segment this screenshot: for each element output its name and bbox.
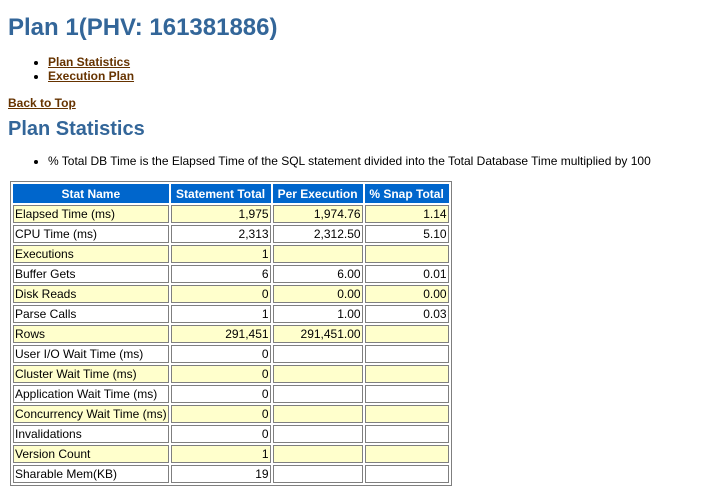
statement-total-cell: 1	[170, 445, 271, 463]
table-row: Executions 1	[13, 245, 449, 263]
stat-name-cell: Parse Calls	[13, 305, 169, 323]
statement-total-cell: 2,313	[170, 225, 271, 243]
per-execution-cell	[272, 445, 363, 463]
table-row: Elapsed Time (ms) 1,975 1,974.76 1.14	[13, 205, 449, 223]
stat-name-cell: Application Wait Time (ms)	[13, 385, 169, 403]
section-title: Plan Statistics	[8, 118, 145, 140]
column-header-stat-name: Stat Name	[13, 184, 169, 203]
per-execution-cell	[272, 465, 363, 483]
stat-name-cell: CPU Time (ms)	[13, 225, 169, 243]
per-execution-cell: 6.00	[272, 265, 363, 283]
stat-name-cell: Elapsed Time (ms)	[13, 205, 169, 223]
snap-total-cell: 5.10	[364, 225, 449, 243]
stat-name-cell: Concurrency Wait Time (ms)	[13, 405, 169, 423]
snap-total-cell: 0.00	[364, 285, 449, 303]
note-item: % Total DB Time is the Elapsed Time of t…	[48, 154, 651, 168]
per-execution-cell: 291,451.00	[272, 325, 363, 343]
table-row: Disk Reads 0 0.00 0.00	[13, 285, 449, 303]
statement-total-cell: 0	[170, 285, 271, 303]
stat-name-cell: User I/O Wait Time (ms)	[13, 345, 169, 363]
stat-name-cell: Executions	[13, 245, 169, 263]
snap-total-cell	[364, 465, 449, 483]
table-row: CPU Time (ms) 2,313 2,312.50 5.10	[13, 225, 449, 243]
per-execution-cell	[272, 365, 363, 383]
per-execution-cell	[272, 405, 363, 423]
per-execution-cell	[272, 245, 363, 263]
per-execution-cell	[272, 425, 363, 443]
stat-name-cell: Sharable Mem(KB)	[13, 465, 169, 483]
stat-name-cell: Version Count	[13, 445, 169, 463]
stat-name-cell: Cluster Wait Time (ms)	[13, 365, 169, 383]
snap-total-cell: 0.01	[364, 265, 449, 283]
per-execution-cell: 0.00	[272, 285, 363, 303]
plan-statistics-link[interactable]: Plan Statistics	[48, 55, 131, 69]
table-row: Invalidations 0	[13, 425, 449, 443]
statement-total-cell: 1,975	[170, 205, 271, 223]
table-body: Elapsed Time (ms) 1,975 1,974.76 1.14 CPU Ti…	[13, 205, 449, 483]
stat-name-cell: Invalidations	[13, 425, 169, 443]
snap-total-cell	[364, 425, 449, 443]
statement-total-cell: 0	[170, 345, 271, 363]
column-header-snap-total: % Snap Total	[364, 184, 449, 203]
table-row: Buffer Gets 6 6.00 0.01	[13, 265, 449, 283]
snap-total-cell	[364, 325, 449, 343]
statement-total-cell: 0	[170, 385, 271, 403]
statement-total-cell: 1	[170, 305, 271, 323]
list-item: Plan Statistics	[48, 55, 134, 69]
stat-name-cell: Rows	[13, 325, 169, 343]
table-header-row: Stat Name Statement Total Per Execution …	[13, 184, 449, 203]
table-row: User I/O Wait Time (ms) 0	[13, 345, 449, 363]
statement-total-cell: 6	[170, 265, 271, 283]
back-to-top-link[interactable]: Back to Top	[8, 96, 76, 110]
per-execution-cell: 1.00	[272, 305, 363, 323]
snap-total-cell	[364, 405, 449, 423]
per-execution-cell	[272, 345, 363, 363]
snap-total-cell	[364, 365, 449, 383]
table-row: Version Count 1	[13, 445, 449, 463]
table-row: Rows 291,451 291,451.00	[13, 325, 449, 343]
statement-total-cell: 0	[170, 425, 271, 443]
list-item: Execution Plan	[48, 69, 134, 83]
plan-title: Plan 1(PHV: 161381886)	[8, 14, 278, 41]
column-header-per-execution: Per Execution	[272, 184, 363, 203]
statement-total-cell: 0	[170, 405, 271, 423]
snap-total-cell	[364, 385, 449, 403]
column-header-statement-total: Statement Total	[170, 184, 271, 203]
table-row: Concurrency Wait Time (ms) 0	[13, 405, 449, 423]
statement-total-cell: 0	[170, 365, 271, 383]
execution-plan-link[interactable]: Execution Plan	[48, 69, 135, 83]
section-links: Plan Statistics Execution Plan	[8, 55, 134, 83]
plan-statistics-table: Stat Name Statement Total Per Execution …	[10, 181, 452, 486]
table-row: Application Wait Time (ms) 0	[13, 385, 449, 403]
per-execution-cell: 2,312.50	[272, 225, 363, 243]
snap-total-cell	[364, 445, 449, 463]
snap-total-cell	[364, 245, 449, 263]
per-execution-cell: 1,974.76	[272, 205, 363, 223]
back-to-top-container: Back to Top	[8, 96, 76, 110]
statement-total-cell: 1	[170, 245, 271, 263]
statement-total-cell: 19	[170, 465, 271, 483]
stat-name-cell: Buffer Gets	[13, 265, 169, 283]
snap-total-cell	[364, 345, 449, 363]
table-row: Parse Calls 1 1.00 0.03	[13, 305, 449, 323]
table-row: Cluster Wait Time (ms) 0	[13, 365, 449, 383]
statement-total-cell: 291,451	[170, 325, 271, 343]
table-row: Sharable Mem(KB) 19	[13, 465, 449, 483]
per-execution-cell	[272, 385, 363, 403]
notes-list: % Total DB Time is the Elapsed Time of t…	[8, 154, 651, 168]
snap-total-cell: 1.14	[364, 205, 449, 223]
snap-total-cell: 0.03	[364, 305, 449, 323]
stat-name-cell: Disk Reads	[13, 285, 169, 303]
